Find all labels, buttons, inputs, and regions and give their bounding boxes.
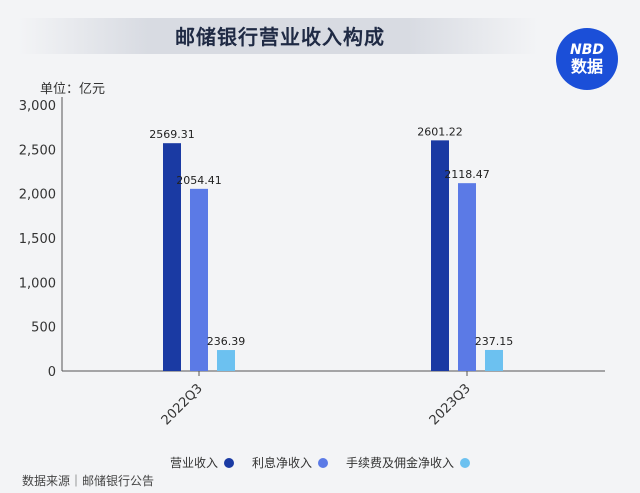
y-tick-label: 2,000 xyxy=(19,188,56,203)
legend-item: 手续费及佣金净收入 xyxy=(346,454,471,471)
legend-item: 营业收入 xyxy=(170,454,234,471)
legend-dot xyxy=(318,457,328,468)
y-tick-label: 1,500 xyxy=(19,232,56,247)
nbd-logo: NBD 数据 xyxy=(556,28,618,90)
x-tick-label: 2022Q3 xyxy=(159,381,206,428)
bar-2023Q3-2 xyxy=(485,349,503,371)
data-label: 236.39 xyxy=(207,335,246,348)
chart-title: 邮储银行营业收入构成 xyxy=(175,25,385,49)
y-tick-label: 0 xyxy=(48,365,56,380)
legend-label: 手续费及佣金净收入 xyxy=(346,456,455,470)
data-source: 数据来源｜邮储银行公告 xyxy=(22,474,155,488)
legend-dot xyxy=(223,457,234,468)
title-background xyxy=(18,18,538,54)
unit-label: 单位：亿元 xyxy=(40,82,106,97)
bar-2022Q3-0 xyxy=(163,143,181,371)
data-label: 2118.47 xyxy=(444,168,490,181)
logo-text-data: 数据 xyxy=(570,57,603,76)
data-label: 2054.41 xyxy=(176,174,222,187)
bar-2022Q3-1 xyxy=(190,188,208,371)
bar-2023Q3-1 xyxy=(458,183,476,371)
data-label: 2601.22 xyxy=(417,125,463,138)
bar-2022Q3-2 xyxy=(217,350,235,371)
y-tick-label: 2,500 xyxy=(19,143,56,158)
legend-label: 利息净收入 xyxy=(251,456,312,470)
bar-2023Q3-0 xyxy=(431,140,449,371)
x-tick-label: 2023Q3 xyxy=(427,381,474,428)
legend-label: 营业收入 xyxy=(169,456,218,470)
y-tick-label: 500 xyxy=(31,321,56,336)
legend-item: 利息净收入 xyxy=(252,454,328,471)
legend: 营业收入 利息净收入 手续费及佣金净收入 xyxy=(0,454,640,471)
y-tick-label: 3,000 xyxy=(19,99,56,114)
logo-text-nbd: NBD xyxy=(569,42,604,58)
data-label: 237.15 xyxy=(475,335,514,348)
legend-dot xyxy=(460,457,471,468)
data-label: 2569.31 xyxy=(149,128,195,141)
y-tick-label: 1,000 xyxy=(19,276,56,291)
